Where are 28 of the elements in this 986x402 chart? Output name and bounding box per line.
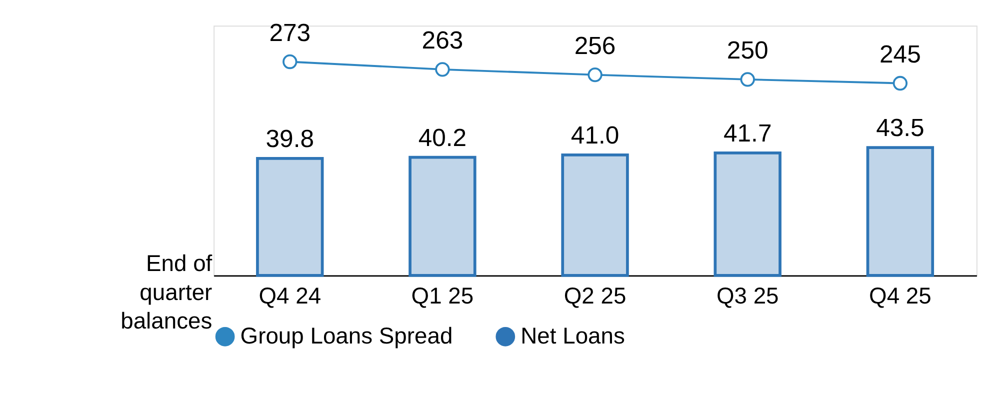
y-axis-title: End of quarter balances <box>120 250 213 334</box>
data-label: 41.0 <box>570 122 620 150</box>
x-tick-label: Q2 25 <box>564 282 626 309</box>
point <box>588 67 602 82</box>
data-label: 39.8 <box>266 126 314 154</box>
data-label: 273 <box>269 20 311 47</box>
bar <box>714 151 782 277</box>
bar <box>256 157 324 277</box>
data-label: 41.7 <box>723 120 772 148</box>
data-label: 263 <box>422 27 464 54</box>
point <box>435 62 450 77</box>
x-tick-label: Q4 24 <box>258 282 322 309</box>
data-label: 245 <box>880 41 921 68</box>
bar <box>866 146 934 277</box>
point <box>282 54 298 70</box>
bar <box>561 154 629 277</box>
x-tick-label: Q1 25 <box>411 282 474 309</box>
point <box>892 76 908 91</box>
data-label: 256 <box>574 32 616 60</box>
data-label: 40.2 <box>418 124 467 152</box>
data-label: 250 <box>726 37 768 64</box>
x-tick-label: Q4 25 <box>869 282 932 309</box>
point <box>740 72 755 87</box>
legend-label: Group Loans Spread <box>240 322 453 348</box>
data-label: 43.5 <box>876 115 924 142</box>
x-tick-label: Q3 25 <box>716 282 779 309</box>
legend-label: Net Loans <box>520 322 625 348</box>
bar <box>408 156 476 277</box>
